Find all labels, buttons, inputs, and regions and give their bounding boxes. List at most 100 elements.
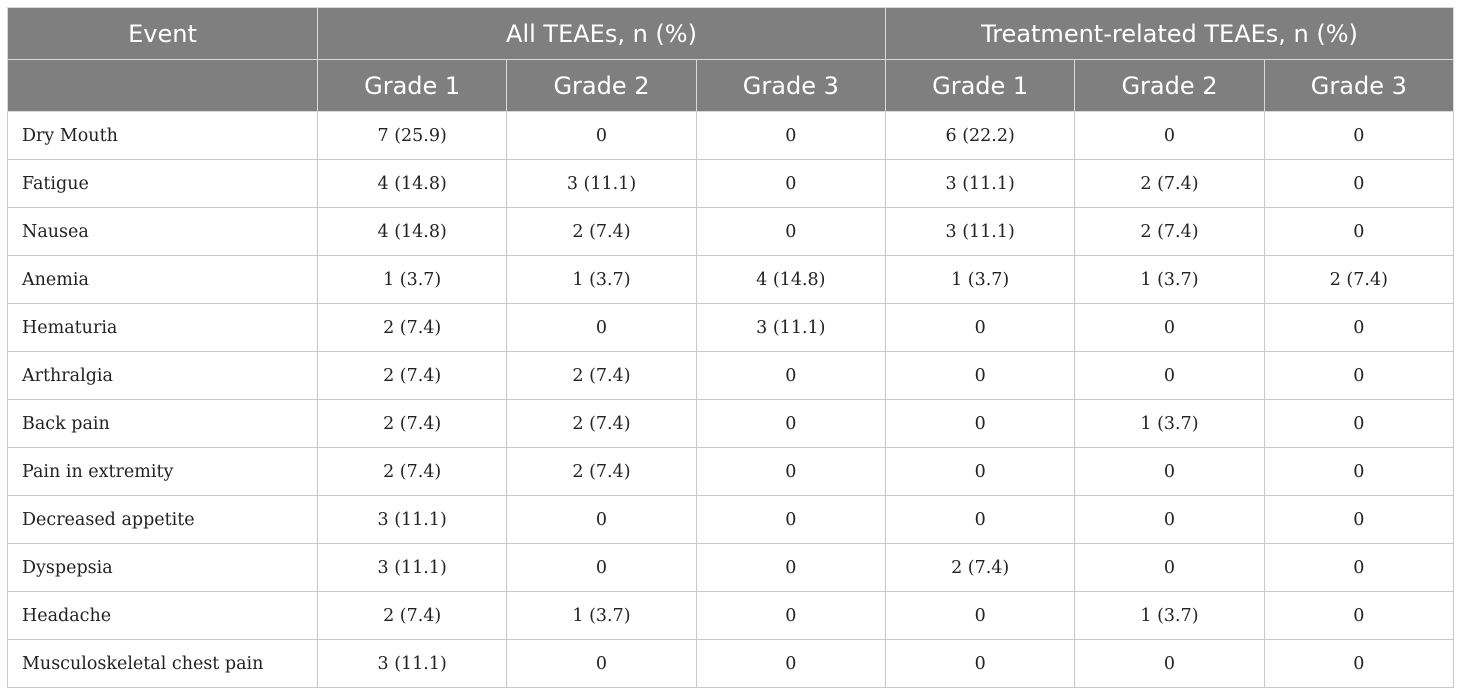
value-cell: 0 [1263, 543, 1455, 592]
table-row: Dyspepsia 3 (11.1) 0 0 2 (7.4) 0 0 [7, 543, 1455, 592]
grade-header: Grade 2 [1074, 59, 1265, 112]
table-row: Nausea 4 (14.8) 2 (7.4) 0 3 (11.1) 2 (7.4) 0 [7, 207, 1455, 256]
value-cell: 2 (7.4) [1074, 207, 1265, 256]
value-cell: 4 (14.8) [695, 255, 887, 304]
grade-header: Grade 3 [695, 59, 887, 112]
value-cell: 0 [695, 447, 887, 496]
value-cell: 0 [884, 447, 1076, 496]
value-cell: 2 (7.4) [506, 351, 697, 400]
value-cell: 0 [1263, 399, 1455, 448]
value-cell: 3 (11.1) [316, 639, 508, 688]
value-cell: 0 [884, 495, 1076, 544]
grade-header: Grade 1 [316, 59, 508, 112]
value-cell: 0 [695, 543, 887, 592]
value-cell: 0 [1074, 111, 1265, 160]
event-name-cell: Dry Mouth [7, 111, 318, 160]
value-cell: 0 [695, 207, 887, 256]
value-cell: 6 (22.2) [884, 111, 1076, 160]
value-cell: 1 (3.7) [1074, 399, 1265, 448]
value-cell: 0 [695, 639, 887, 688]
value-cell: 2 (7.4) [316, 303, 508, 352]
value-cell: 2 (7.4) [506, 399, 697, 448]
value-cell: 0 [1263, 159, 1455, 208]
event-column-header: Event [7, 7, 318, 60]
value-cell: 0 [1263, 111, 1455, 160]
value-cell: 4 (14.8) [316, 207, 508, 256]
table-row: Musculoskeletal chest pain 3 (11.1) 0 0 0 0 0 [7, 639, 1455, 688]
header-row-groups: Event All TEAEs, n (%) Treatment-related… [7, 7, 1455, 60]
value-cell: 2 (7.4) [1074, 159, 1265, 208]
adverse-events-table: Event All TEAEs, n (%) Treatment-related… [7, 7, 1455, 688]
value-cell: 3 (11.1) [884, 159, 1076, 208]
value-cell: 2 (7.4) [316, 399, 508, 448]
table-row: Dry Mouth 7 (25.9) 0 0 6 (22.2) 0 0 [7, 111, 1455, 160]
event-name-cell: Anemia [7, 255, 318, 304]
value-cell: 0 [884, 639, 1076, 688]
header-row-grades: Grade 1 Grade 2 Grade 3 Grade 1 Grade 2 … [7, 59, 1455, 112]
value-cell: 1 (3.7) [506, 591, 697, 640]
value-cell: 0 [695, 351, 887, 400]
event-name-cell: Fatigue [7, 159, 318, 208]
grade-header: Grade 3 [1263, 59, 1455, 112]
table-row: Decreased appetite 3 (11.1) 0 0 0 0 0 [7, 495, 1455, 544]
value-cell: 0 [506, 111, 697, 160]
value-cell: 0 [1074, 351, 1265, 400]
event-name-cell: Back pain [7, 399, 318, 448]
value-cell: 0 [1263, 591, 1455, 640]
value-cell: 2 (7.4) [506, 447, 697, 496]
grade-header: Grade 2 [506, 59, 697, 112]
value-cell: 0 [1074, 543, 1265, 592]
table-body: Dry Mouth 7 (25.9) 0 0 6 (22.2) 0 0 Fatigue 4 (1… [7, 111, 1455, 688]
value-cell: 7 (25.9) [316, 111, 508, 160]
value-cell: 0 [506, 639, 697, 688]
event-name-cell: Musculoskeletal chest pain [7, 639, 318, 688]
value-cell: 0 [1074, 447, 1265, 496]
value-cell: 0 [506, 495, 697, 544]
event-name-cell: Dyspepsia [7, 543, 318, 592]
table-row: Pain in extremity 2 (7.4) 2 (7.4) 0 0 0 0 [7, 447, 1455, 496]
value-cell: 4 (14.8) [316, 159, 508, 208]
value-cell: 0 [695, 399, 887, 448]
value-cell: 1 (3.7) [506, 255, 697, 304]
value-cell: 2 (7.4) [884, 543, 1076, 592]
value-cell: 0 [506, 303, 697, 352]
value-cell: 0 [884, 351, 1076, 400]
table-row: Fatigue 4 (14.8) 3 (11.1) 0 3 (11.1) 2 (7.4) 0 [7, 159, 1455, 208]
value-cell: 3 (11.1) [695, 303, 887, 352]
value-cell: 1 (3.7) [316, 255, 508, 304]
value-cell: 0 [1263, 351, 1455, 400]
table-row: Arthralgia 2 (7.4) 2 (7.4) 0 0 0 0 [7, 351, 1455, 400]
table-row: Headache 2 (7.4) 1 (3.7) 0 0 1 (3.7) 0 [7, 591, 1455, 640]
event-name-cell: Hematuria [7, 303, 318, 352]
value-cell: 3 (11.1) [316, 543, 508, 592]
value-cell: 0 [884, 303, 1076, 352]
event-name-cell: Arthralgia [7, 351, 318, 400]
value-cell: 0 [695, 591, 887, 640]
value-cell: 1 (3.7) [1074, 255, 1265, 304]
value-cell: 1 (3.7) [1074, 591, 1265, 640]
event-name-cell: Nausea [7, 207, 318, 256]
table-row: Anemia 1 (3.7) 1 (3.7) 4 (14.8) 1 (3.7) 1 (3.… [7, 255, 1455, 304]
value-cell: 0 [1074, 495, 1265, 544]
table-header: Event All TEAEs, n (%) Treatment-related… [7, 7, 1455, 112]
value-cell: 0 [1263, 303, 1455, 352]
event-subheader-empty [7, 59, 318, 112]
value-cell: 0 [1263, 639, 1455, 688]
value-cell: 0 [884, 399, 1076, 448]
event-name-cell: Headache [7, 591, 318, 640]
value-cell: 0 [1074, 303, 1265, 352]
value-cell: 0 [884, 591, 1076, 640]
treatment-related-group-header: Treatment-related TEAEs, n (%) [884, 7, 1455, 60]
value-cell: 2 (7.4) [316, 351, 508, 400]
value-cell: 0 [695, 495, 887, 544]
value-cell: 2 (7.4) [506, 207, 697, 256]
value-cell: 2 (7.4) [316, 591, 508, 640]
value-cell: 3 (11.1) [506, 159, 697, 208]
value-cell: 0 [695, 111, 887, 160]
value-cell: 0 [1263, 447, 1455, 496]
event-name-cell: Pain in extremity [7, 447, 318, 496]
value-cell: 3 (11.1) [316, 495, 508, 544]
value-cell: 0 [506, 543, 697, 592]
grade-header: Grade 1 [884, 59, 1076, 112]
value-cell: 0 [1074, 639, 1265, 688]
